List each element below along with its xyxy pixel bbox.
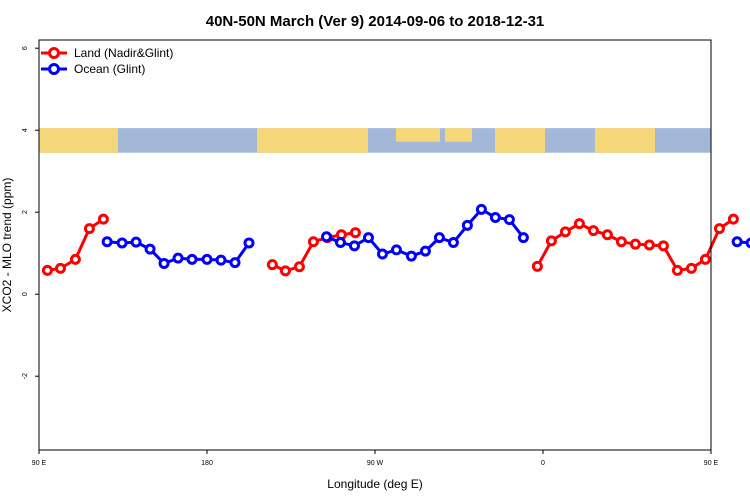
legend-marker-land	[48, 47, 60, 59]
data-point	[320, 231, 332, 243]
data-point	[517, 232, 529, 244]
data-point	[587, 225, 599, 237]
data-point	[172, 252, 184, 264]
data-point	[186, 253, 198, 265]
data-point	[54, 262, 66, 274]
map-land	[257, 128, 368, 153]
legend: Land (Nadir&Glint) Ocean (Glint)	[41, 46, 173, 76]
data-point	[41, 264, 53, 276]
data-point	[201, 253, 213, 265]
data-point	[601, 229, 613, 241]
data-point	[405, 250, 417, 262]
data-point	[685, 262, 697, 274]
data-point	[293, 261, 305, 273]
data-point	[97, 213, 109, 225]
y-tick-label: 0	[22, 292, 29, 296]
series-1	[101, 203, 750, 269]
data-point	[158, 257, 170, 269]
data-point	[83, 223, 95, 235]
data-point	[545, 235, 557, 247]
data-point	[559, 226, 571, 238]
legend-marker-ocean	[48, 63, 60, 75]
y-axis: -2 0 2 4 6	[22, 46, 39, 379]
data-point	[130, 236, 142, 248]
map-land	[595, 128, 655, 153]
data-point	[713, 223, 725, 235]
x-tick-label: 90 E	[32, 460, 47, 467]
data-point	[376, 248, 388, 260]
data-point	[643, 239, 655, 251]
series-layer	[41, 203, 750, 277]
data-point	[243, 237, 255, 249]
x-tick-label: 180	[201, 460, 213, 467]
data-point	[461, 219, 473, 231]
map-land	[39, 128, 118, 153]
data-point	[657, 240, 669, 252]
data-point	[731, 236, 743, 248]
map-land	[495, 128, 545, 153]
data-point	[503, 214, 515, 226]
y-tick-label: 4	[22, 128, 29, 132]
data-point	[745, 237, 750, 249]
data-point	[69, 253, 81, 265]
x-tick-label: 90 E	[704, 460, 719, 467]
data-point	[573, 218, 585, 230]
y-axis-label: XCO2 - MLO trend (ppm)	[0, 178, 14, 313]
x-axis: 90 E 180 90 W 0 90 E	[32, 450, 719, 467]
data-point	[348, 240, 360, 252]
data-point	[362, 232, 374, 244]
data-point	[615, 236, 627, 248]
data-point	[489, 212, 501, 224]
data-point	[531, 260, 543, 272]
data-point	[266, 259, 278, 271]
data-point	[447, 237, 459, 249]
data-point	[390, 244, 402, 256]
data-point	[629, 238, 641, 250]
data-point	[307, 236, 319, 248]
x-axis-label: Longitude (deg E)	[327, 477, 422, 491]
map-land	[396, 128, 440, 142]
data-point	[279, 265, 291, 277]
data-point	[144, 243, 156, 255]
data-point	[349, 227, 361, 239]
x-tick-label: 90 W	[367, 460, 384, 467]
y-tick-label: 2	[22, 210, 29, 214]
data-point	[229, 257, 241, 269]
world-map-strip	[39, 128, 711, 153]
data-point	[116, 237, 128, 249]
data-point	[475, 203, 487, 215]
data-point	[433, 232, 445, 244]
legend-label-land: Land (Nadir&Glint)	[74, 46, 173, 60]
data-point	[334, 237, 346, 249]
chart-title: 40N-50N March (Ver 9) 2014-09-06 to 2018…	[206, 13, 545, 30]
data-point	[215, 254, 227, 266]
data-point	[727, 213, 739, 225]
data-point	[671, 264, 683, 276]
data-point	[419, 245, 431, 257]
data-point	[699, 253, 711, 265]
y-tick-label: -2	[22, 373, 29, 379]
legend-item-land: Land (Nadir&Glint)	[41, 46, 173, 60]
legend-item-ocean: Ocean (Glint)	[41, 62, 145, 76]
legend-label-ocean: Ocean (Glint)	[74, 62, 145, 76]
y-tick-label: 6	[22, 46, 29, 50]
data-point	[101, 236, 113, 248]
map-land	[445, 128, 472, 142]
x-tick-label: 0	[541, 460, 545, 467]
